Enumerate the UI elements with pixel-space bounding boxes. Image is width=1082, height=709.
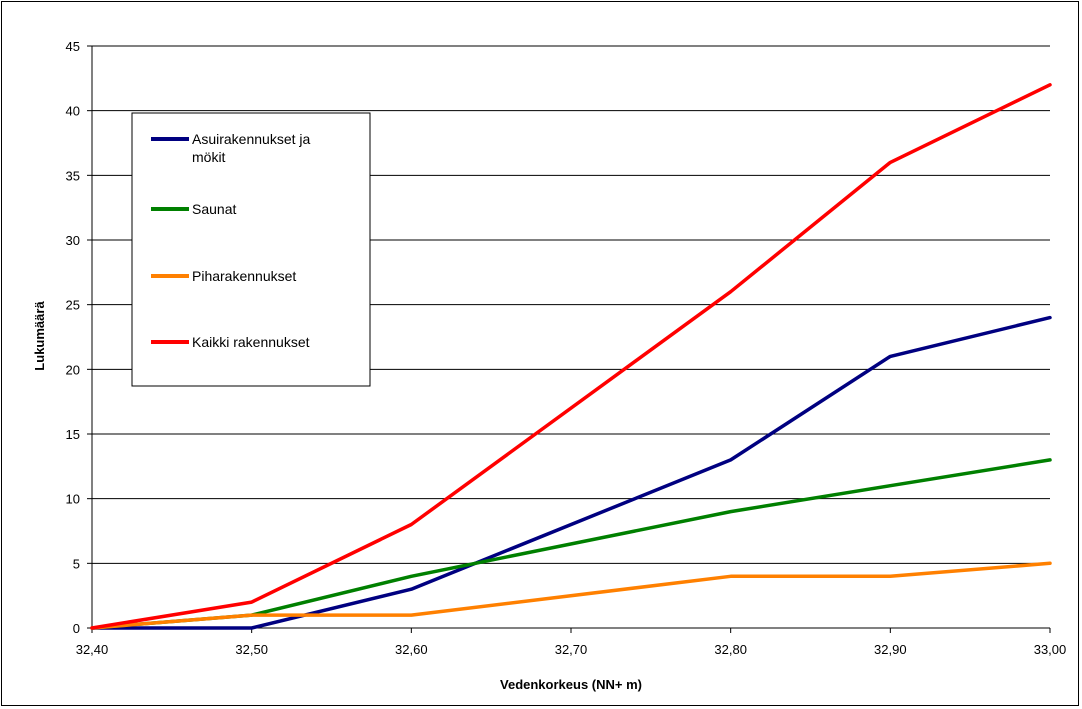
y-tick-label: 30 bbox=[66, 233, 80, 248]
y-tick-label: 0 bbox=[73, 621, 80, 636]
y-tick-labels: 0 5 10 15 20 25 30 35 40 45 bbox=[66, 39, 80, 636]
legend-label-1: Saunat bbox=[192, 201, 236, 217]
x-tick-label: 32,70 bbox=[555, 642, 588, 657]
x-axis-title: Vedenkorkeus (NN+ m) bbox=[500, 677, 642, 692]
y-tick-label: 10 bbox=[66, 492, 80, 507]
series-line-1 bbox=[90, 458, 1052, 630]
x-tick-label: 32,90 bbox=[874, 642, 907, 657]
legend-label-0: Asuirakennukset ja mökit bbox=[192, 131, 311, 165]
y-tick-label: 5 bbox=[73, 556, 80, 571]
x-tick-label: 32,40 bbox=[76, 642, 109, 657]
y-tick-label: 35 bbox=[66, 168, 80, 183]
x-tick-label: 32,50 bbox=[235, 642, 268, 657]
y-tick-label: 15 bbox=[66, 427, 80, 442]
x-tick-label: 32,80 bbox=[714, 642, 747, 657]
y-tick-label: 25 bbox=[66, 298, 80, 313]
series-line-0 bbox=[90, 315, 1052, 630]
legend: Asuirakennukset ja mökit Saunat Piharakennu… bbox=[131, 112, 371, 387]
x-tick-label: 32,60 bbox=[395, 642, 428, 657]
series-lines bbox=[90, 83, 1052, 630]
x-tick-labels: 32,40 32,50 32,60 32,70 32,80 32,90 33,00 bbox=[76, 642, 1067, 657]
y-tick-label: 20 bbox=[66, 362, 80, 377]
series-line-3 bbox=[90, 83, 1052, 630]
y-axis-title: Lukumäärä bbox=[32, 301, 47, 371]
legend-label-3: Kaikki rakennukset bbox=[192, 334, 310, 350]
series-line-2 bbox=[90, 561, 1052, 630]
y-tick-label: 45 bbox=[66, 39, 80, 54]
legend-label-2: Piharakennukset bbox=[192, 268, 296, 284]
x-tick-label: 33,00 bbox=[1034, 642, 1067, 657]
y-tick-label: 40 bbox=[66, 104, 80, 119]
